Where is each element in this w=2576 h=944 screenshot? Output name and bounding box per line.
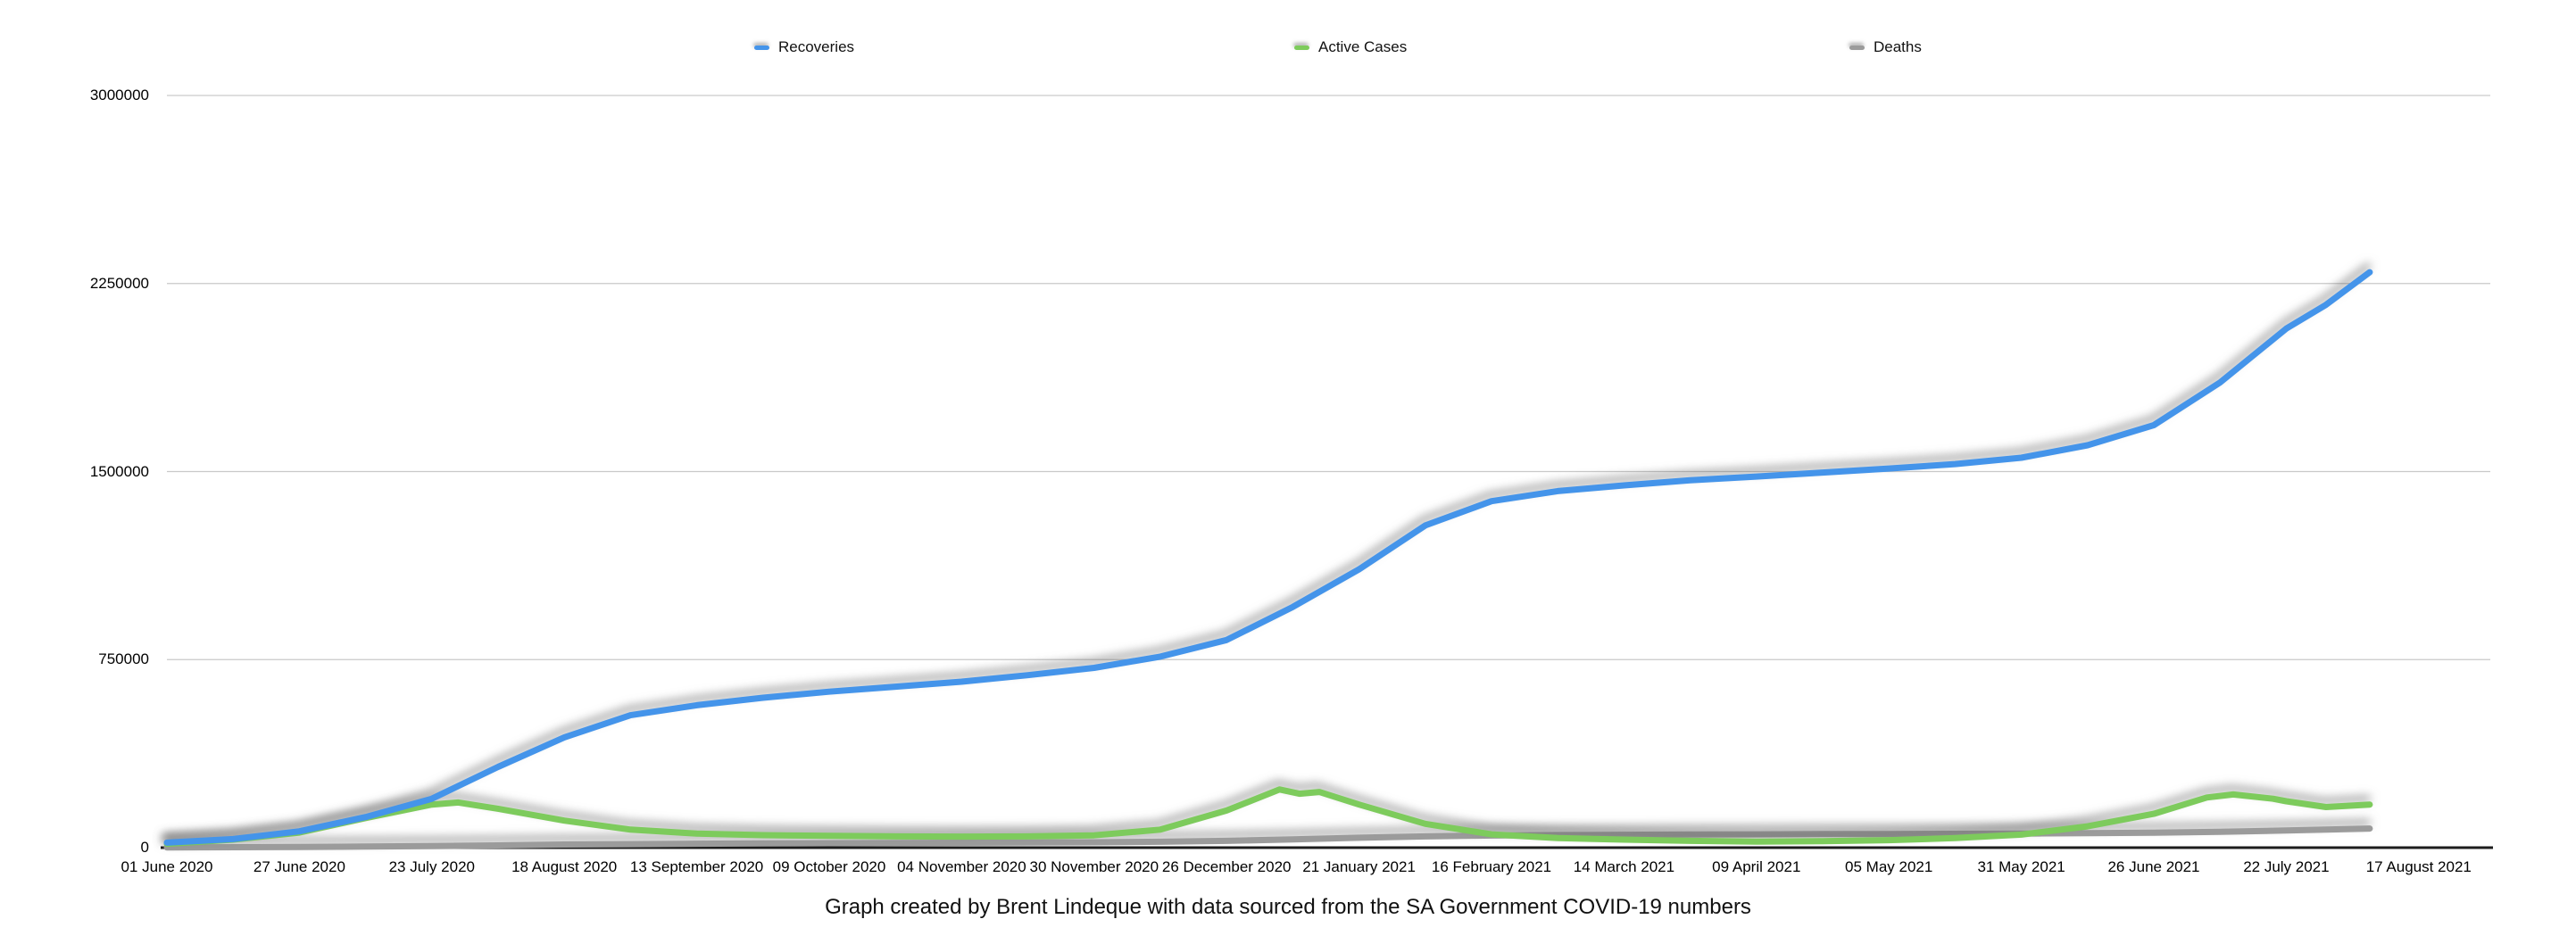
x-tick-label: 21 January 2021 xyxy=(1302,858,1416,875)
series-line-recoveries xyxy=(163,269,2373,846)
legend-item-recoveries: Recoveries xyxy=(754,38,855,55)
x-tick-label: 22 July 2021 xyxy=(2243,858,2330,875)
legend-item-active-cases: Active Cases xyxy=(1294,38,1408,55)
x-tick-label: 17 August 2021 xyxy=(2365,858,2472,875)
x-tick-label: 27 June 2020 xyxy=(253,858,345,875)
chart-caption: Graph created by Brent Lindeque with dat… xyxy=(825,895,1751,919)
x-tick-label: 09 October 2020 xyxy=(772,858,886,875)
legend-label: Deaths xyxy=(1874,38,1922,55)
x-tick-label: 31 May 2021 xyxy=(1977,858,2065,875)
x-tick-label: 01 June 2020 xyxy=(120,858,213,875)
legend-item-deaths: Deaths xyxy=(1849,38,1922,55)
x-tick-label: 30 November 2020 xyxy=(1029,858,1159,875)
legend-label: Recoveries xyxy=(778,38,855,55)
legend-swatch-recoveries-icon xyxy=(754,45,769,50)
legend-label: Active Cases xyxy=(1318,38,1408,55)
x-tick-label: 05 May 2021 xyxy=(1845,858,1933,875)
legend-swatch-deaths-icon xyxy=(1849,45,1865,50)
x-tick-label: 04 November 2020 xyxy=(897,858,1026,875)
x-tick-label: 26 December 2020 xyxy=(1161,858,1292,875)
series-line-active-cases xyxy=(163,786,2373,848)
x-tick-label: 13 September 2020 xyxy=(629,858,764,875)
y-tick-label: 750000 xyxy=(98,650,149,668)
legend-swatch-active-cases-icon xyxy=(1294,45,1309,50)
x-tick-label: 18 August 2020 xyxy=(511,858,618,875)
x-tick-label: 23 July 2020 xyxy=(388,858,475,875)
x-tick-label: 09 April 2021 xyxy=(1712,858,1801,875)
y-tick-label: 2250000 xyxy=(89,274,149,292)
y-tick-label: 3000000 xyxy=(89,87,149,104)
x-tick-label: 16 February 2021 xyxy=(1431,858,1552,875)
y-tick-label: 0 xyxy=(140,839,149,856)
gridlines xyxy=(161,95,2493,849)
x-tick-label: 26 June 2021 xyxy=(2107,858,2200,875)
y-tick-label: 1500000 xyxy=(89,462,149,480)
x-tick-label: 14 March 2021 xyxy=(1573,858,1675,875)
series-lines xyxy=(163,269,2373,851)
